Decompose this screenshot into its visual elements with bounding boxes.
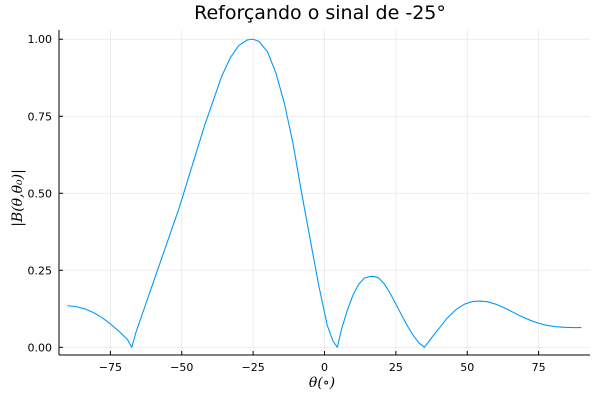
- x-tick-label: −50: [170, 361, 193, 374]
- y-tick-label: 0.50: [28, 187, 53, 200]
- x-tick-label: −75: [99, 361, 122, 374]
- grid: [59, 30, 590, 355]
- series-line: [67, 38, 582, 348]
- x-axis-label: θ(∘): [309, 375, 335, 391]
- series-layer: [67, 38, 582, 348]
- x-tick-label: −25: [242, 361, 265, 374]
- y-tick-label: 0.00: [28, 341, 53, 354]
- x-tick-label: 50: [460, 361, 474, 374]
- y-tick-label: 0.75: [28, 110, 53, 123]
- x-ticks: −75 −50 −25 0 25 50 75: [99, 351, 546, 374]
- x-tick-label: 25: [389, 361, 403, 374]
- y-ticks: 0.00 0.25 0.50 0.75 1.00: [28, 33, 63, 354]
- y-tick-label: 0.25: [28, 264, 53, 277]
- y-tick-label: 1.00: [28, 33, 53, 46]
- x-tick-label: 0: [321, 361, 328, 374]
- x-tick-label: 75: [532, 361, 546, 374]
- chart-title: Reforçando o sinal de -25°: [194, 2, 446, 24]
- y-axis-label: |B(θ,θ₀)|: [10, 169, 26, 227]
